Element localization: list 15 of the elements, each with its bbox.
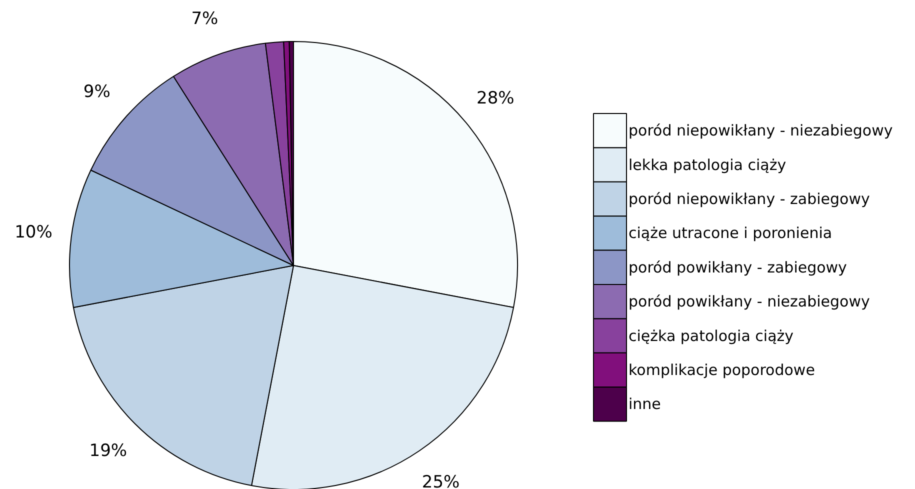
legend-label: poród niepowikłany - zabiegowy xyxy=(628,190,870,208)
data-label: 10% xyxy=(14,222,52,243)
legend-label: ciężka patologia ciąży xyxy=(628,326,794,345)
legend-label: poród powikłany - niezabiegowy xyxy=(628,292,870,311)
legend-label: inne xyxy=(628,395,661,414)
legend-label: ciąże utracone i poronienia xyxy=(628,224,832,242)
legend-label: lekka patologia ciąży xyxy=(628,156,786,174)
data-label: 9% xyxy=(83,82,110,102)
data-label: 28% xyxy=(476,88,514,108)
legend-label: komplikacje poporodowe xyxy=(628,361,815,379)
data-label: 19% xyxy=(89,440,128,461)
legend-label: poród niepowikłany - niezabiegowy xyxy=(628,122,893,140)
legend-label: poród powikłany - zabiegowy xyxy=(628,258,848,276)
data-label: 25% xyxy=(422,472,460,489)
data-label: 7% xyxy=(191,8,218,29)
